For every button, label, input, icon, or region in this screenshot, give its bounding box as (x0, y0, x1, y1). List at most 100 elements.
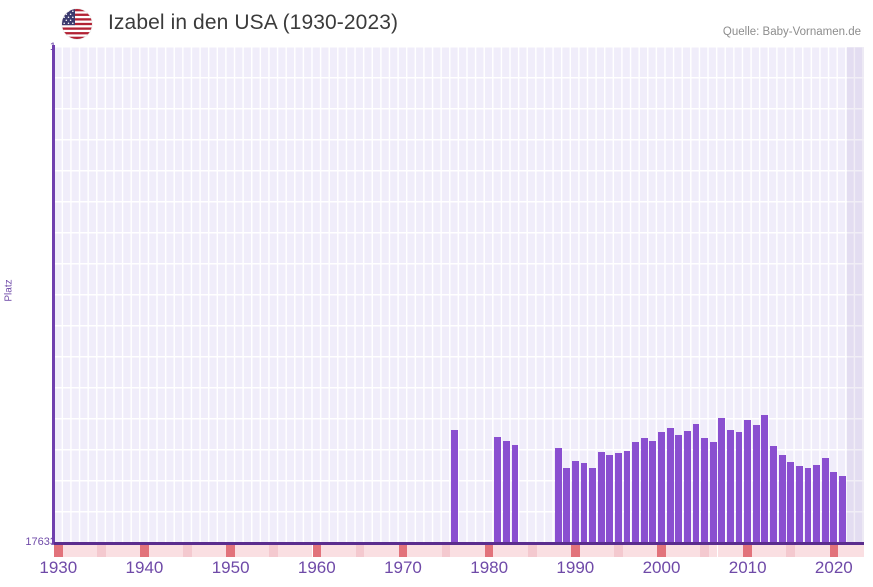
plot-area (54, 47, 864, 543)
x-tick-minor (243, 545, 253, 557)
bar (830, 471, 838, 543)
bar (752, 425, 760, 543)
x-tick-major (398, 545, 408, 557)
x-tick-minor (493, 545, 503, 557)
bar (666, 428, 674, 543)
x-tick-minor (157, 545, 166, 557)
bar (787, 461, 795, 543)
bar (451, 429, 459, 543)
x-tick-minor (777, 545, 787, 557)
x-tick-minor (734, 545, 744, 557)
x-tick-major (312, 545, 322, 557)
x-tick-minor (579, 545, 589, 557)
x-tick-minor (62, 545, 72, 557)
x-tick-minor (846, 545, 856, 557)
bar (658, 432, 665, 543)
bar (701, 438, 709, 543)
source-attribution: Quelle: Baby-Vornamen.de (722, 26, 861, 38)
bar (597, 452, 605, 543)
x-tick-minor (407, 545, 416, 557)
x-tick-minor (166, 545, 175, 557)
page-title: Izabel in den USA (1930-2023) (108, 11, 399, 34)
x-axis-tick-label: 2020 (814, 558, 853, 577)
bar (709, 442, 717, 543)
bar (580, 463, 588, 543)
x-tick-minor (97, 545, 106, 557)
bar (614, 453, 622, 543)
bar (813, 464, 821, 543)
x-tick-minor (751, 545, 761, 557)
bar (632, 442, 640, 543)
bar (563, 467, 571, 543)
x-tick-minor (812, 545, 821, 557)
x-tick-minor (665, 545, 675, 557)
x-tick-minor (390, 545, 399, 557)
x-tick-minor (717, 545, 727, 557)
x-tick-minor (519, 545, 528, 557)
bar (839, 475, 846, 543)
x-tick-minor (527, 545, 537, 557)
bar (571, 460, 579, 543)
x-tick-minor (295, 545, 304, 557)
bar (589, 467, 596, 543)
bar (606, 454, 614, 543)
x-axis-ticks (54, 545, 864, 557)
x-tick-minor (286, 545, 296, 557)
x-tick-minor (424, 545, 434, 557)
x-tick-minor (105, 545, 115, 557)
x-tick-minor (88, 545, 98, 557)
x-tick-major (226, 545, 235, 557)
bar (623, 450, 631, 543)
bar (554, 447, 562, 543)
bar (778, 454, 786, 543)
x-tick-minor (321, 545, 330, 557)
x-tick-minor (441, 545, 451, 557)
x-tick-minor (605, 545, 615, 557)
x-tick-minor (622, 545, 632, 557)
x-axis-tick-label: 1960 (297, 558, 336, 577)
x-tick-minor (726, 545, 735, 557)
bar (494, 436, 502, 543)
x-tick-minor (760, 545, 770, 557)
x-tick-major (743, 545, 752, 557)
y-axis-tick-top: 1 (8, 41, 56, 53)
bars-layer (54, 47, 864, 543)
x-tick-minor (502, 545, 511, 557)
bar (718, 418, 726, 543)
x-tick-minor (217, 545, 227, 557)
x-tick-minor (691, 545, 701, 557)
x-tick-minor (708, 545, 718, 557)
x-axis-tick-label: 1990 (556, 558, 595, 577)
x-tick-minor (355, 545, 365, 557)
x-tick-minor (838, 545, 847, 557)
x-tick-minor (467, 545, 477, 557)
x-tick-minor (252, 545, 261, 557)
x-tick-minor (631, 545, 640, 557)
bar (502, 440, 510, 543)
x-tick-minor (234, 545, 244, 557)
y-axis-title: Platz (3, 279, 15, 302)
x-axis-tick-label: 1980 (470, 558, 509, 577)
x-tick-minor (346, 545, 356, 557)
x-axis-tick-label: 1930 (39, 558, 78, 577)
bar (804, 467, 812, 543)
us-flag-icon (62, 9, 92, 39)
x-tick-minor (683, 545, 692, 557)
bar (821, 457, 829, 543)
x-tick-major (484, 545, 494, 557)
chart-header: Izabel in den USA (1930-2023) Quelle: Ba… (0, 0, 873, 47)
x-tick-minor (433, 545, 442, 557)
x-tick-minor (459, 545, 468, 557)
x-tick-minor (183, 545, 192, 557)
bar (511, 445, 519, 543)
x-tick-minor (639, 545, 649, 557)
bar (683, 430, 691, 543)
x-axis-tick-label: 2000 (642, 558, 681, 577)
y-axis-line (52, 45, 55, 544)
x-axis-tick-label: 2010 (728, 558, 767, 577)
bar (761, 415, 769, 543)
x-axis-tick-label: 1940 (125, 558, 164, 577)
x-tick-minor (131, 545, 141, 557)
x-tick-minor (700, 545, 709, 557)
